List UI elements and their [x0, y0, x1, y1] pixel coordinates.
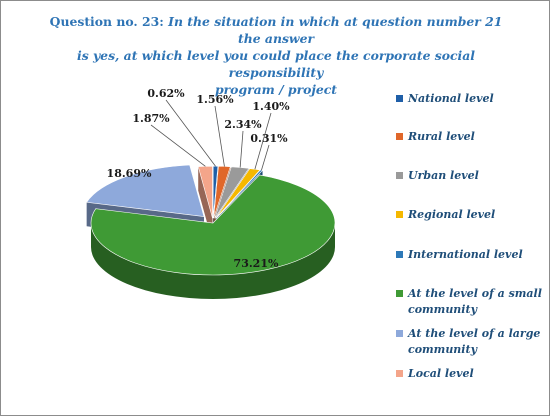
legend-label: community [408, 343, 479, 356]
legend-swatch [396, 251, 403, 258]
legend-swatch [396, 290, 403, 297]
legend-item-at-the-level-of-a-small-community: At the level of a small community [396, 287, 542, 316]
legend-swatch [396, 95, 403, 102]
legend-label: National level [407, 92, 494, 105]
chart-title-line-1: In the situation in which at question nu… [168, 14, 503, 46]
leader-line-international-level [261, 144, 270, 171]
legend-item-international-level: International level [396, 248, 523, 261]
legend-item-rural-level: Rural level [396, 130, 475, 143]
chart-title-line-3: program / project [214, 82, 338, 97]
legend-label: Urban level [408, 169, 479, 182]
legend-swatch [396, 133, 403, 140]
legend-label: At the level of a large [407, 327, 540, 340]
data-label-international-level: 0.31% [250, 132, 288, 145]
legend-item-at-the-level-of-a-large-community: At the level of a large community [396, 327, 540, 356]
legend-label: community [408, 303, 479, 316]
legend-item-local-level: Local level [396, 367, 474, 380]
legend-item-national-level: National level [396, 92, 494, 105]
legend-label: At the level of a small [407, 287, 542, 300]
data-label-at-the-level-of-a-large-community: 18.69% [107, 167, 152, 180]
leader-line-regional-level [254, 112, 272, 170]
data-label-at-the-level-of-a-small-community: 73.21% [234, 257, 279, 270]
leader-line-national-level [165, 99, 216, 167]
data-label-national-level: 0.62% [147, 87, 185, 100]
leader-line-rural-level [214, 105, 225, 167]
chart-title-prefix: Question no. 23: [49, 14, 164, 29]
pie-slice-at-the-level-of-a-small-community [90, 174, 336, 299]
legend-swatch [396, 211, 403, 218]
legend-label: International level [407, 248, 523, 261]
legend-swatch [396, 330, 403, 337]
chart-title-line-2: is yes, at which level you could place t… [76, 48, 476, 80]
leader-line-urban-level [239, 130, 244, 168]
legend-item-regional-level: Regional level [396, 208, 495, 221]
legend-label: Regional level [407, 208, 495, 221]
legend-swatch [396, 370, 403, 377]
chart-title: Question no. 23: In the situation in whi… [41, 13, 511, 98]
legend-label: Rural level [407, 130, 475, 143]
legend-label: Local level [407, 367, 474, 380]
data-label-local-level: 1.87% [132, 112, 170, 125]
data-label-regional-level: 1.40% [252, 100, 290, 113]
data-label-urban-level: 2.34% [224, 118, 262, 131]
data-label-rural-level: 1.56% [196, 93, 234, 106]
leader-line-local-level [150, 124, 206, 167]
legend-swatch [396, 172, 403, 179]
legend-item-urban-level: Urban level [396, 169, 479, 182]
